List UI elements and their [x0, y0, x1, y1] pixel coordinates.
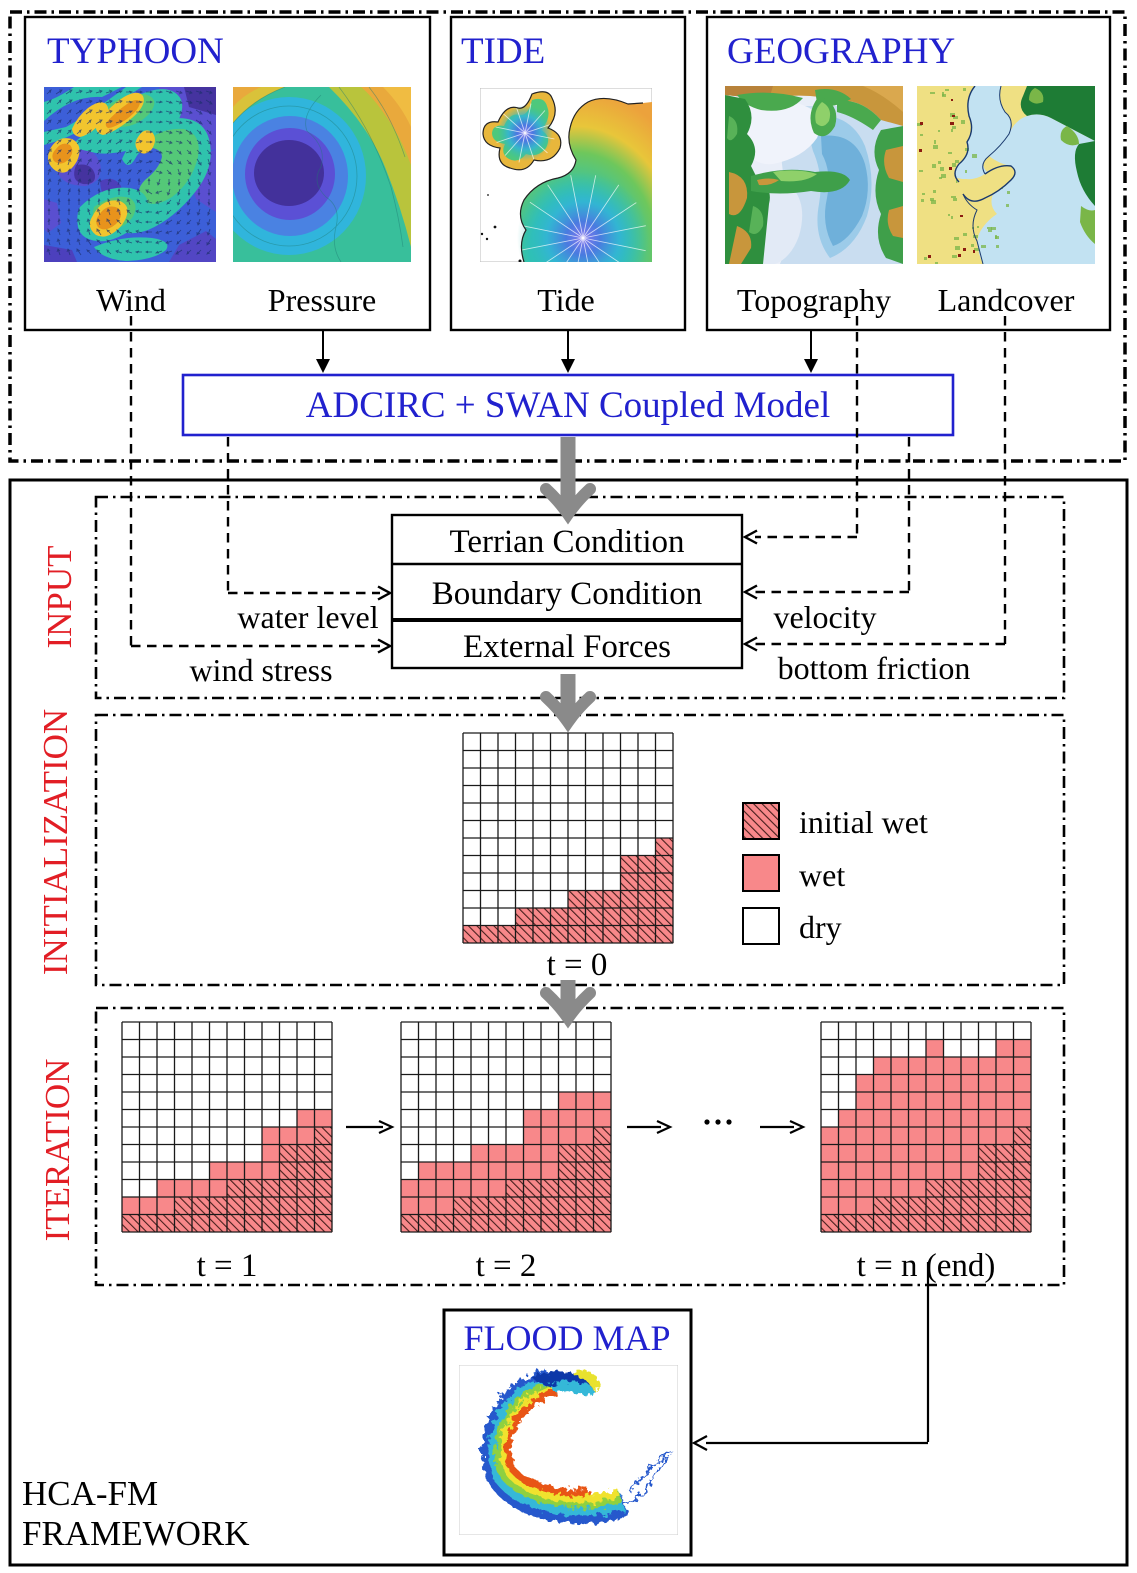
svg-text:Topography: Topography [737, 282, 891, 318]
svg-text:t = 0: t = 0 [547, 947, 608, 983]
svg-text:Boundary Condition: Boundary Condition [432, 576, 702, 612]
svg-text:wet: wet [799, 857, 845, 893]
svg-text:wind stress: wind stress [189, 652, 332, 688]
svg-text:Pressure: Pressure [268, 282, 376, 318]
svg-text:bottom friction: bottom friction [778, 650, 971, 686]
svg-text:t = 1: t = 1 [197, 1248, 258, 1284]
svg-text:ITERATION: ITERATION [38, 1059, 77, 1242]
svg-text:HCA-FM: HCA-FM [22, 1474, 158, 1513]
svg-text:initial wet: initial wet [799, 804, 928, 840]
svg-text:Landcover: Landcover [938, 282, 1075, 318]
svg-text:Tide: Tide [537, 282, 595, 318]
svg-text:External Forces: External Forces [463, 629, 671, 665]
svg-text:FRAMEWORK: FRAMEWORK [22, 1514, 250, 1553]
svg-text:TIDE: TIDE [461, 31, 545, 72]
svg-text:ADCIRC + SWAN Coupled Model: ADCIRC + SWAN Coupled Model [306, 385, 831, 426]
svg-text:FLOOD MAP: FLOOD MAP [463, 1318, 670, 1358]
svg-text:INITIALIZATION: INITIALIZATION [36, 709, 75, 975]
svg-text:Wind: Wind [96, 282, 166, 318]
svg-text:t = n (end): t = n (end) [857, 1248, 996, 1284]
svg-text:t = 2: t = 2 [476, 1248, 537, 1284]
svg-text:GEOGRAPHY: GEOGRAPHY [727, 31, 955, 72]
svg-text:Terrian Condition: Terrian Condition [449, 524, 684, 560]
svg-text:water level: water level [237, 599, 378, 635]
svg-text:INPUT: INPUT [40, 545, 79, 648]
svg-text:velocity: velocity [773, 599, 876, 635]
svg-text:dry: dry [799, 909, 842, 945]
svg-text:TYPHOON: TYPHOON [47, 31, 224, 72]
